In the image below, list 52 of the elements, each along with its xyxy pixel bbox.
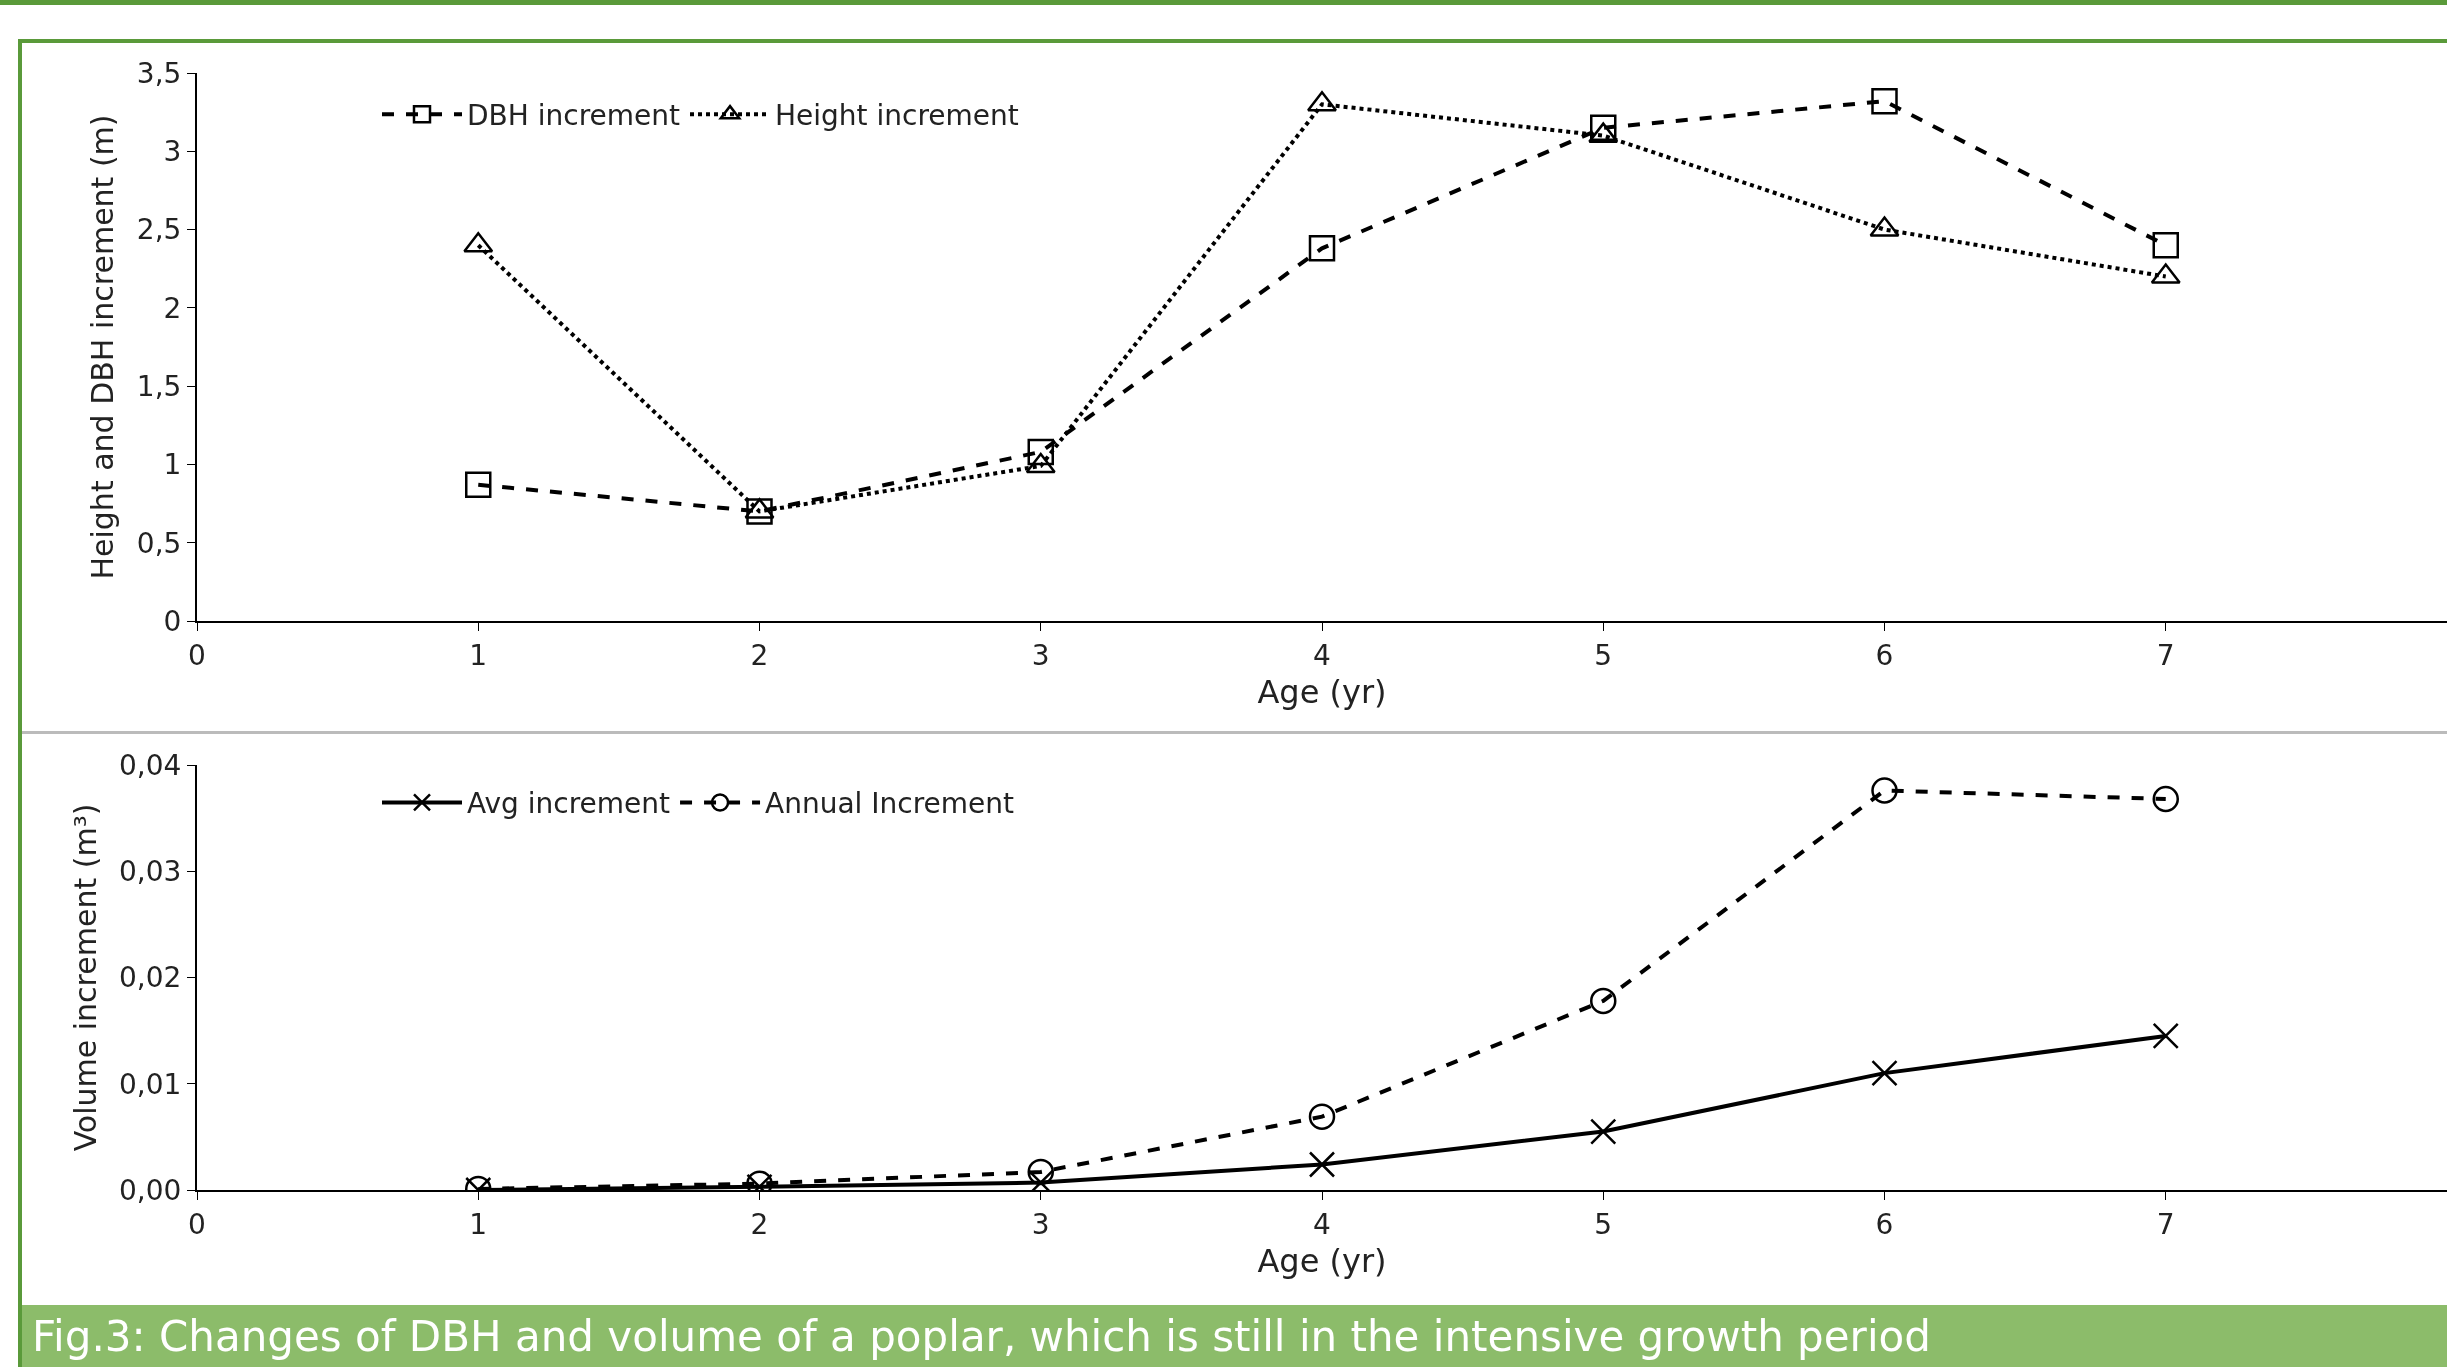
x-tick-label: 7 <box>2156 1207 2175 1241</box>
y-tick-label: 2 <box>163 291 182 325</box>
x-axis-title: Age (yr) <box>1257 1242 1387 1280</box>
x-axis-title: Age (yr) <box>1257 673 1387 711</box>
x-tick-label: 2 <box>750 638 769 672</box>
y-tick-label: 0,00 <box>119 1173 182 1207</box>
point <box>1308 1103 1336 1130</box>
legend-label: Annual Increment <box>765 787 1015 821</box>
x-tick-label: 3 <box>1031 638 1050 672</box>
y-axis-title: Volume increment (m³) <box>67 803 103 1152</box>
legend-label: Avg increment <box>467 787 671 821</box>
y-axis-title: Height and DBH increment (m) <box>85 114 121 580</box>
y-tick-label: 0,5 <box>136 526 182 560</box>
point <box>1590 987 1617 1015</box>
x-tick-label: 4 <box>1313 1207 1331 1241</box>
legend-label: DBH increment <box>467 99 681 133</box>
x-tick-label: 3 <box>1031 1207 1050 1241</box>
x-tick-label: 6 <box>1875 638 1894 672</box>
point <box>463 231 494 253</box>
legend-label: Height increment <box>775 99 1019 133</box>
caption: Fig.3: Changes of DBH and volume of a poplar, which is still in the intensive growth period <box>22 1305 2447 1367</box>
x-tick-label: 4 <box>1313 638 1331 672</box>
y-tick-label: 0,03 <box>119 855 182 889</box>
y-tick-label: 2,5 <box>136 213 182 247</box>
point <box>1590 1118 1617 1145</box>
point <box>2152 1022 2179 1050</box>
point <box>1027 438 1054 466</box>
y-tick-label: 3,5 <box>136 56 182 90</box>
point <box>2152 785 2179 813</box>
y-tick-label: 3 <box>163 135 182 169</box>
y-tick-label: 1,5 <box>136 369 182 403</box>
point <box>1027 1158 1054 1186</box>
point <box>1308 1151 1336 1178</box>
point <box>746 498 773 525</box>
x-tick-label: 0 <box>188 1207 206 1241</box>
point <box>465 471 492 499</box>
y-tick-label: 0,02 <box>119 961 182 995</box>
x-tick-label: 2 <box>750 1207 769 1241</box>
x-tick-label: 1 <box>469 1207 488 1241</box>
y-tick-label: 0,01 <box>119 1067 182 1101</box>
x-tick-label: 5 <box>1594 1207 1613 1241</box>
point <box>1871 777 1898 804</box>
y-tick-label: 0 <box>163 604 182 638</box>
x-tick-label: 5 <box>1594 638 1613 672</box>
y-tick-label: 0,04 <box>119 748 182 782</box>
x-tick-label: 1 <box>469 638 488 672</box>
y-tick-label: 1 <box>163 448 182 482</box>
x-tick-label: 6 <box>1875 1207 1894 1241</box>
point <box>2152 231 2179 259</box>
point <box>1871 1059 1898 1087</box>
x-tick-label: 0 <box>188 638 206 672</box>
x-tick-label: 7 <box>2156 638 2175 672</box>
